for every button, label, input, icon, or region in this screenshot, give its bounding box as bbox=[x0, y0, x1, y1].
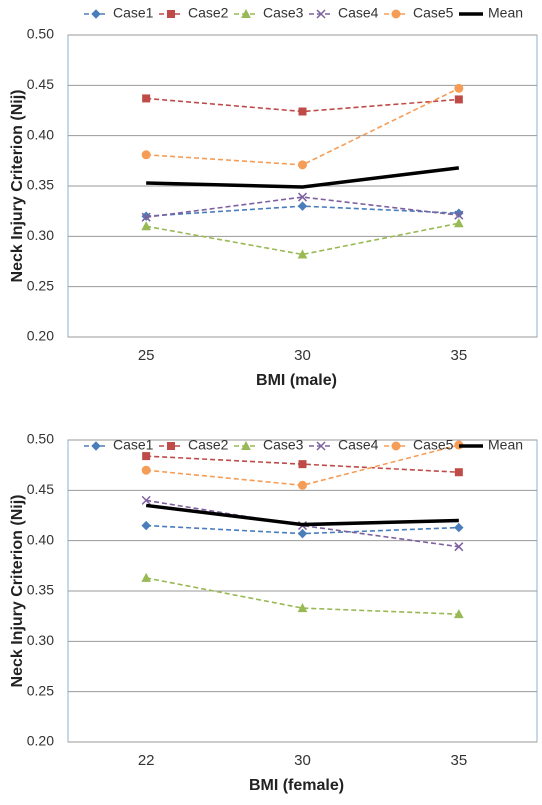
point bbox=[454, 95, 463, 104]
point bbox=[297, 249, 308, 259]
legend-label: Case2 bbox=[188, 437, 229, 453]
point bbox=[141, 465, 151, 475]
chart: 0.20 0.25 0.30 0.35 0.40 0.45 0.50 22 30 35 BMI (f… bbox=[9, 431, 538, 794]
legend-marker bbox=[167, 442, 175, 450]
point bbox=[454, 218, 464, 228]
x-axis-title: BMI (male) bbox=[256, 372, 337, 389]
point bbox=[141, 150, 151, 160]
point bbox=[141, 572, 152, 582]
point bbox=[297, 603, 308, 613]
legend-marker bbox=[391, 9, 401, 19]
y-tick-label: 0.50 bbox=[27, 26, 54, 42]
point bbox=[454, 210, 464, 220]
series-line bbox=[145, 503, 459, 527]
y-tick-label: 0.20 bbox=[27, 733, 54, 749]
y-tick-label: 0.30 bbox=[27, 632, 54, 648]
legend-label: Case2 bbox=[188, 5, 229, 21]
x-tick-label: 35 bbox=[450, 752, 467, 769]
x-tick-label: 30 bbox=[294, 752, 311, 769]
y-tick-label: 0.40 bbox=[27, 531, 54, 547]
point bbox=[142, 94, 151, 103]
y-tick-label: 0.25 bbox=[27, 277, 54, 293]
legend-label: Case5 bbox=[413, 437, 454, 453]
point bbox=[297, 192, 308, 202]
chart: 0.20 0.25 0.30 0.35 0.40 0.45 0.50 25 30 35 BMI (m… bbox=[9, 5, 538, 389]
point bbox=[298, 460, 307, 469]
legend-marker bbox=[241, 8, 251, 18]
legend-label: Case5 bbox=[413, 5, 454, 21]
point bbox=[454, 468, 463, 477]
point bbox=[141, 495, 151, 505]
y-tick-label: 0.35 bbox=[27, 177, 54, 193]
legend-label: Case4 bbox=[338, 5, 379, 21]
point bbox=[142, 452, 151, 461]
point bbox=[454, 609, 464, 619]
series-line bbox=[146, 499, 459, 548]
series-line bbox=[146, 166, 460, 189]
point bbox=[141, 212, 151, 222]
y-tick-label: 0.35 bbox=[27, 582, 54, 598]
point bbox=[297, 528, 308, 539]
point bbox=[298, 480, 307, 490]
point bbox=[454, 83, 464, 93]
legend-marker bbox=[316, 9, 326, 19]
point bbox=[298, 160, 307, 170]
y-tick-label: 0.30 bbox=[27, 227, 54, 243]
legend-label: Case4 bbox=[338, 437, 379, 453]
y-tick-label: 0.50 bbox=[27, 431, 54, 447]
y-tick-label: 0.40 bbox=[27, 126, 54, 142]
legend-marker bbox=[316, 441, 326, 451]
point bbox=[454, 522, 464, 533]
point bbox=[141, 221, 152, 231]
series-line bbox=[146, 222, 459, 256]
series-line bbox=[146, 196, 459, 219]
legend-marker bbox=[91, 9, 101, 19]
y-tick-label: 0.45 bbox=[27, 76, 54, 92]
point bbox=[298, 107, 307, 116]
y-axis-title: Neck Injury Criterion (Nij) bbox=[9, 495, 26, 688]
y-tick-label: 0.45 bbox=[27, 481, 54, 497]
x-tick-label: 22 bbox=[138, 752, 155, 769]
x-axis-title: BMI (female) bbox=[249, 777, 344, 794]
legend-label: Case3 bbox=[263, 5, 304, 21]
y-tick-label: 0.20 bbox=[27, 328, 54, 344]
legend-label: Case3 bbox=[263, 437, 304, 453]
legend-marker bbox=[391, 441, 401, 451]
legend-label: Case1 bbox=[113, 437, 154, 453]
series-line bbox=[146, 444, 460, 487]
x-tick-label: 25 bbox=[138, 347, 155, 364]
legend-marker bbox=[241, 440, 251, 450]
point bbox=[141, 520, 151, 531]
legend-label: Case1 bbox=[113, 5, 154, 21]
y-tick-label: 0.25 bbox=[27, 682, 54, 698]
point bbox=[297, 201, 308, 211]
point bbox=[454, 542, 464, 552]
legend-label: Mean bbox=[488, 437, 523, 453]
legend-marker bbox=[167, 10, 175, 18]
x-tick-label: 35 bbox=[450, 347, 467, 364]
legend-marker bbox=[91, 441, 101, 451]
y-axis-title: Neck Injury Criterion (Nij) bbox=[9, 90, 26, 283]
x-tick-label: 30 bbox=[294, 347, 311, 364]
legend-label: Mean bbox=[488, 5, 523, 21]
